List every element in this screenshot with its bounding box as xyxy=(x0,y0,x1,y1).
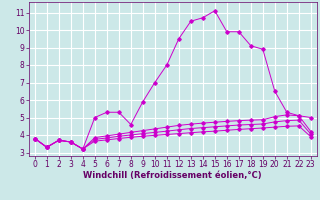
X-axis label: Windchill (Refroidissement éolien,°C): Windchill (Refroidissement éolien,°C) xyxy=(84,171,262,180)
